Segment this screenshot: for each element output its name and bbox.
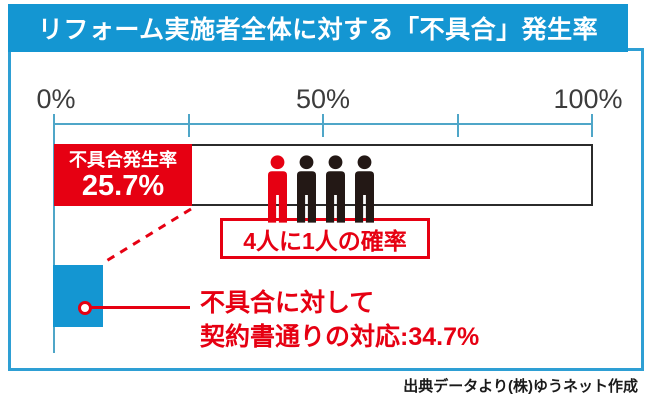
axis-label-0: 0% xyxy=(36,84,76,114)
probability-callout-box: 4人に1人の確率 xyxy=(220,218,430,259)
axis-tick xyxy=(322,114,324,137)
blue-square-marker xyxy=(53,265,103,327)
axis-tick xyxy=(53,114,55,137)
callout-text: 不具合に対して 契約書通りの対応:34.7% xyxy=(200,286,479,354)
callout-line1: 不具合に対して xyxy=(200,289,375,317)
callout-line2: 契約書通りの対応:34.7% xyxy=(200,323,480,351)
callout-leader-line xyxy=(90,306,190,309)
person-icon-highlighted xyxy=(268,155,287,223)
probability-label: 4人に1人の確率 xyxy=(243,227,407,254)
bar-value: 25.7% xyxy=(81,169,165,202)
axis-tick xyxy=(591,114,593,137)
axis-tick xyxy=(457,114,459,137)
defect-rate-bar-track: 不具合発生率 25.7% xyxy=(54,144,593,206)
axis-label-100: 100% xyxy=(553,84,623,114)
bar-label: 不具合発生率 xyxy=(69,149,177,170)
axis-label-50: 50% xyxy=(295,84,351,114)
callout-anchor-dot xyxy=(78,301,92,315)
person-icon xyxy=(326,155,345,223)
person-icon xyxy=(355,155,374,223)
defect-rate-bar-fill: 不具合発生率 25.7% xyxy=(54,144,192,206)
source-credit: 出典データより(株)ゆうネット作成 xyxy=(403,378,638,395)
page-title: リフォーム実施者全体に対する「不具合」発生率 xyxy=(37,16,599,44)
chart-title-banner: リフォーム実施者全体に対する「不具合」発生率 xyxy=(8,4,628,52)
person-icon xyxy=(297,155,316,223)
axis-tick xyxy=(188,114,190,137)
y-axis-line xyxy=(53,115,55,353)
